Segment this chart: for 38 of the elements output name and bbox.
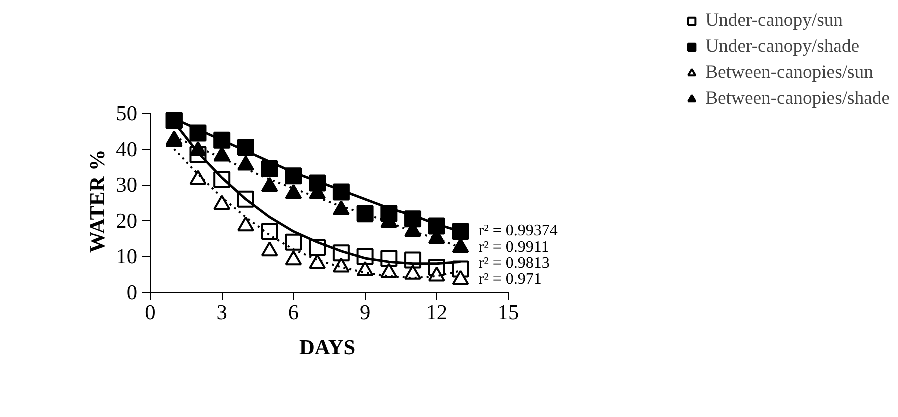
point (356, 261, 374, 276)
point (452, 270, 470, 286)
y-axis-title: WATER % (86, 150, 110, 253)
y-tick-label: 10 (116, 244, 138, 269)
legend-label: Under-canopy/shade (706, 36, 860, 58)
point (309, 254, 326, 270)
point (190, 170, 207, 186)
annotation: r² = 0.9813 (478, 254, 550, 272)
x-tick-label: 12 (426, 300, 448, 324)
point (261, 242, 278, 257)
legend-label: Between-canopies/sun (706, 62, 874, 84)
point (428, 266, 446, 282)
y-tick-label: 20 (116, 208, 138, 233)
x-axis-title: DAYS (300, 336, 356, 360)
y-tick-label: 50 (116, 102, 138, 126)
annotation: r² = 0.99374 (478, 222, 558, 240)
x-tick-label: 3 (216, 300, 228, 324)
point (332, 258, 350, 273)
annotation: r² = 0.971 (478, 270, 542, 288)
point (285, 250, 302, 266)
point (332, 200, 350, 216)
legend-label: Under-canopy/sun (706, 10, 844, 32)
point (237, 216, 254, 232)
point (404, 264, 422, 280)
legend-label: Between-canopies/shade (706, 88, 890, 110)
y-tick-label: 0 (126, 280, 138, 304)
x-tick-label: 9 (360, 300, 371, 324)
y-tick-label: 30 (116, 173, 138, 198)
x-tick-label: 15 (498, 300, 520, 324)
x-tick-label: 0 (145, 300, 156, 324)
point (214, 195, 231, 210)
point (380, 263, 398, 278)
point (285, 184, 302, 200)
x-tick-label: 6 (288, 300, 300, 324)
y-tick-label: 40 (116, 137, 138, 162)
point (452, 238, 470, 254)
annotation: r² = 0.9911 (478, 238, 550, 256)
point (261, 177, 278, 192)
